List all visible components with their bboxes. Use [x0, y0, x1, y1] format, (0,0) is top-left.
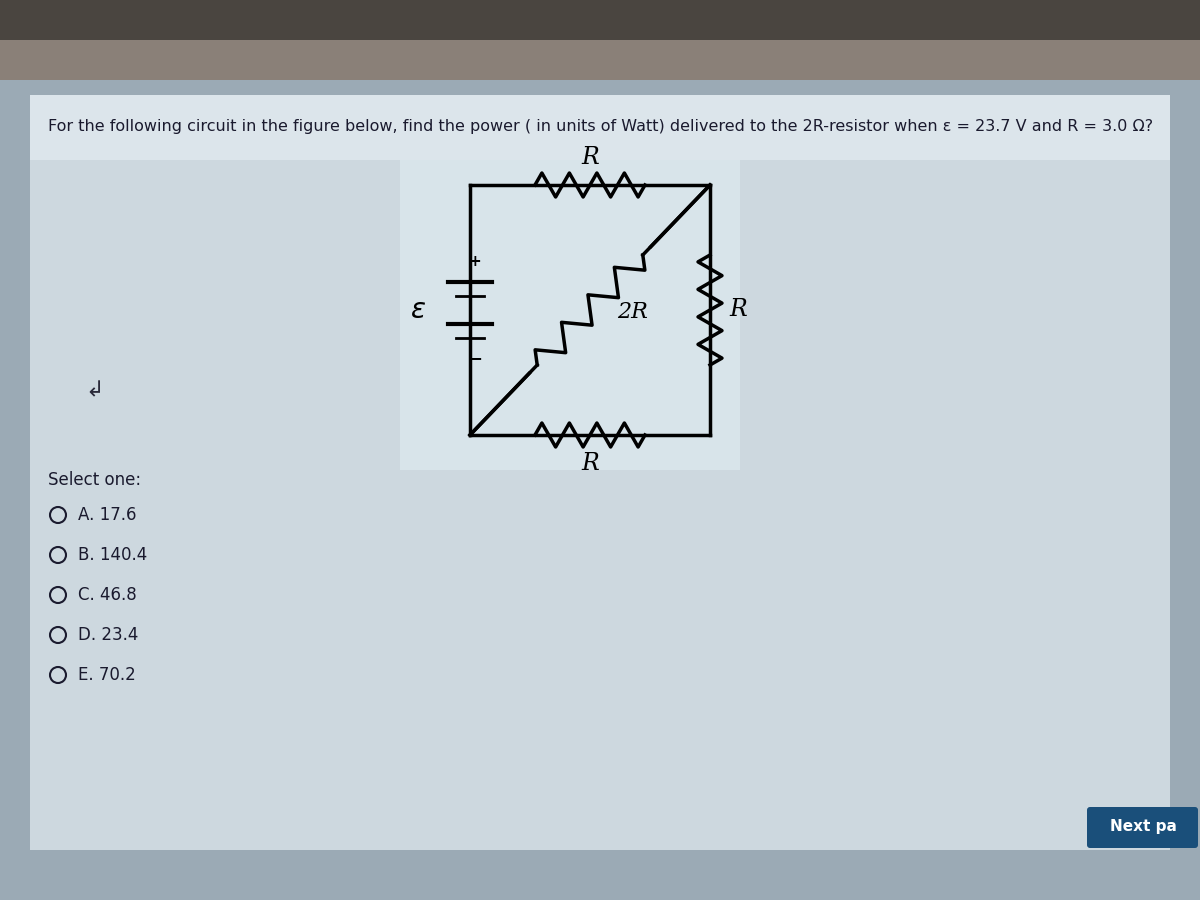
Text: D. 23.4: D. 23.4 — [78, 626, 138, 644]
Text: R: R — [730, 299, 746, 321]
Text: E. 70.2: E. 70.2 — [78, 666, 136, 684]
Text: 2R: 2R — [617, 302, 648, 323]
Text: A. 17.6: A. 17.6 — [78, 506, 137, 524]
Text: −: − — [468, 349, 482, 367]
Text: B. 140.4: B. 140.4 — [78, 546, 148, 564]
Text: ↲: ↲ — [85, 380, 104, 400]
Bar — [0, 40, 1200, 80]
Text: $\varepsilon$: $\varepsilon$ — [410, 296, 426, 323]
Text: R: R — [581, 146, 599, 168]
FancyBboxPatch shape — [1087, 807, 1198, 848]
Text: Select one:: Select one: — [48, 471, 142, 489]
Bar — [30, 95, 1170, 850]
Bar — [0, 0, 1200, 40]
Text: R: R — [581, 452, 599, 474]
Text: Next pa: Next pa — [1110, 820, 1176, 834]
Text: C. 46.8: C. 46.8 — [78, 586, 137, 604]
Bar — [400, 160, 740, 470]
Bar — [30, 95, 1170, 160]
Text: For the following circuit in the figure below, find the power ( in units of Watt: For the following circuit in the figure … — [48, 120, 1153, 134]
Text: +: + — [469, 255, 481, 269]
